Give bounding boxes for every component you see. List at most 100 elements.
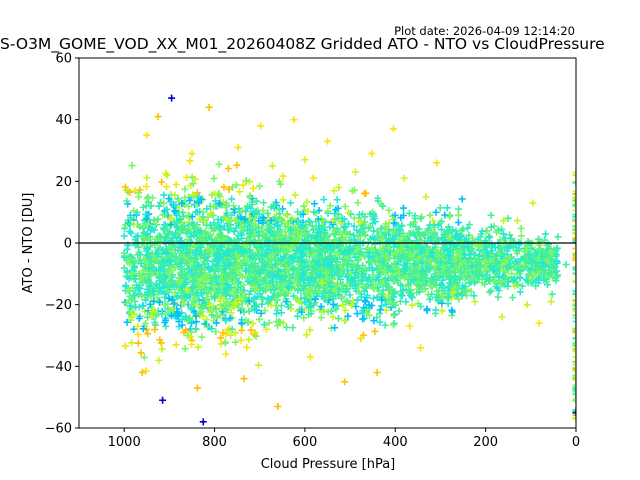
scatter-point <box>304 289 312 297</box>
scatter-point <box>233 161 241 169</box>
scatter-point <box>572 211 576 219</box>
scatter-point <box>270 229 278 237</box>
scatter-point <box>426 211 434 219</box>
scatter-point <box>262 233 270 241</box>
scatter-point <box>572 244 576 252</box>
scatter-point <box>434 253 442 261</box>
scatter-point <box>419 267 427 275</box>
scatter-point <box>453 279 461 287</box>
scatter-point <box>192 325 200 333</box>
scatter-point <box>159 211 167 219</box>
data-point <box>301 156 309 164</box>
scatter-point <box>315 222 323 230</box>
scatter-point <box>518 282 526 290</box>
scatter-point <box>172 201 180 209</box>
data-point <box>279 196 287 204</box>
data-point <box>406 322 414 330</box>
scatter-point <box>340 224 348 232</box>
scatter-point <box>256 182 264 190</box>
scatter-point <box>172 181 180 189</box>
scatter-point <box>329 217 337 225</box>
scatter-point <box>433 235 441 243</box>
scatter-point <box>216 295 224 303</box>
scatter-point <box>431 241 439 249</box>
data-point <box>572 171 576 179</box>
scatter-point <box>219 329 227 337</box>
scatter-point <box>389 321 397 329</box>
scatter-point <box>158 178 166 186</box>
scatter-point <box>310 264 318 272</box>
scatter-point <box>181 194 189 202</box>
scatter-point <box>139 203 147 211</box>
scatter-point <box>345 209 353 217</box>
scatter-point <box>199 261 207 269</box>
scatter-point <box>220 222 228 230</box>
scatter-point <box>149 194 157 202</box>
scatter-point <box>121 224 129 232</box>
scatter-point <box>504 278 512 286</box>
scatter-point <box>336 273 344 281</box>
scatter-point <box>572 371 576 379</box>
scatter-point <box>572 374 576 382</box>
scatter-point <box>168 295 176 303</box>
scatter-point <box>329 301 337 309</box>
scatter-point <box>230 227 238 235</box>
scatter-point <box>572 340 576 348</box>
scatter-point <box>572 327 576 335</box>
scatter-point <box>572 318 576 326</box>
scatter-point <box>278 231 286 239</box>
scatter-point <box>288 244 296 252</box>
scatter-point <box>170 300 178 308</box>
scatter-point <box>524 257 532 265</box>
scatter-point <box>397 281 405 289</box>
scatter-point <box>572 360 576 368</box>
scatter-point <box>215 265 223 273</box>
data-point <box>205 103 213 111</box>
scatter-point <box>253 197 261 205</box>
scatter-point <box>445 233 453 241</box>
scatter-point <box>572 353 576 361</box>
scatter-point <box>230 303 238 311</box>
scatter-point <box>572 415 576 423</box>
scatter-point <box>252 285 260 293</box>
scatter-point <box>438 299 446 307</box>
scatter-point <box>294 208 302 216</box>
scatter-point <box>295 235 303 243</box>
scatter-point <box>135 314 143 322</box>
scatter-point <box>275 206 283 214</box>
scatter-point <box>326 223 334 231</box>
data-point <box>389 125 397 133</box>
scatter-point <box>517 255 525 263</box>
scatter-point <box>332 305 340 313</box>
scatter-point <box>271 260 279 268</box>
scatter-point <box>416 243 424 251</box>
data-point <box>444 227 452 235</box>
scatter-point <box>339 255 347 263</box>
scatter-point <box>398 292 406 300</box>
scatter-point <box>572 263 576 271</box>
scatter-point <box>183 249 191 257</box>
scatter-point <box>407 221 415 229</box>
scatter-point <box>343 297 351 305</box>
scatter-point <box>572 373 576 381</box>
scatter-point <box>274 291 282 299</box>
scatter-point <box>159 199 167 207</box>
scatter-point <box>191 229 199 237</box>
data-point <box>346 230 354 238</box>
data-point <box>228 211 236 219</box>
scatter-point <box>438 226 446 234</box>
scatter-point <box>303 198 311 206</box>
scatter-point <box>257 309 265 317</box>
scatter-point <box>148 240 156 248</box>
scatter-point <box>159 261 167 269</box>
scatter-point <box>298 246 306 254</box>
scatter-point <box>294 285 302 293</box>
data-point <box>373 369 381 376</box>
scatter-point <box>456 262 464 270</box>
data-point <box>384 291 392 299</box>
scatter-point <box>150 216 158 224</box>
scatter-point <box>572 345 576 353</box>
scatter-point <box>132 303 140 311</box>
scatter-point <box>178 199 186 207</box>
scatter-point <box>501 234 509 242</box>
